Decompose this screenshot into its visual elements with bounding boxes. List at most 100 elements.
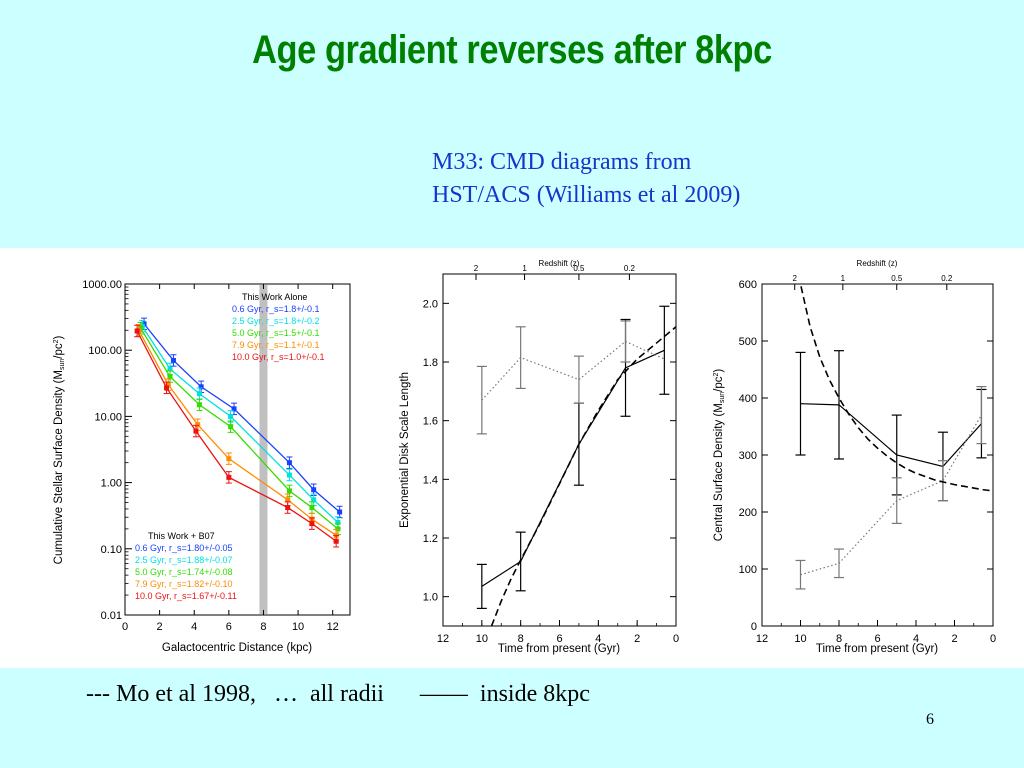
panel1-legend-title: This Work + B07 — [148, 531, 215, 541]
panel3-xtick-label: 0 — [990, 633, 996, 645]
panel2-top-tick-label: 2 — [474, 264, 479, 273]
panel3-ytick-label: 500 — [739, 336, 757, 348]
panel1-legend-entry: 10.0 Gyr, r_s=1.67+/-0.11 — [135, 591, 237, 601]
title-band — [0, 0, 1024, 248]
panel2-ylabel: Exponential Disk Scale Length — [399, 372, 411, 528]
panel1-ylabel: Cumulative Stellar Surface Density (Msun… — [53, 336, 66, 565]
panel2-top-tick-label: 1 — [522, 264, 527, 273]
panel1-ytick-label: 1000.00 — [82, 279, 122, 291]
panel3-ylabel: Central Surface Density (Msun/pc2) — [713, 369, 726, 542]
panel1-data-point — [286, 460, 292, 466]
panel1-data-point — [196, 391, 202, 397]
panel1-data-point — [193, 428, 199, 434]
panel1-ytick-label: 100.00 — [88, 345, 122, 357]
panel1-ytick-label: 10.00 — [94, 411, 122, 423]
panel1-frame — [124, 283, 351, 616]
panel3-ytick-label: 0 — [751, 621, 757, 633]
panel2-ytick-label: 1.2 — [423, 533, 438, 545]
panel1-data-point — [311, 487, 317, 493]
panel2-xtick-label: 12 — [437, 633, 449, 645]
panel-scale-length: 12 10 8 6 4 2 0 1.0 1.2 1.4 1.6 1.8 2.0 2 1 0.5 0.2 Reds… — [399, 259, 679, 655]
figure-panels: 0 2 4 6 8 10 121000.00100.0010.001.000.100.01 … — [53, 259, 996, 655]
panel1-data-point — [164, 385, 170, 391]
panel2-xtick-label: 2 — [634, 633, 640, 645]
panel1-data-point — [226, 456, 232, 462]
panel1-data-point — [228, 424, 234, 430]
panel1-data-point — [309, 521, 315, 527]
panel3-ytick-label: 200 — [739, 507, 757, 519]
panel1-legend-entry: 7.9 Gyr, r_s=1.82+/-0.10 — [135, 579, 233, 589]
panel3-xtick-label: 2 — [951, 633, 957, 645]
panel1-legend-entry: 2.5 Gyr, r_s=1.8+/-0.2 — [232, 316, 320, 326]
panel3-top-axis-label: Redshift (z) — [857, 259, 898, 268]
panel1-legend-entry: 7.9 Gyr, r_s=1.1+/-0.1 — [232, 340, 320, 350]
slide-caption: --- Mo et al 1998, … all radii —— inside… — [86, 681, 590, 707]
panel1-data-point — [170, 357, 176, 363]
panel3-top-tick-label: 2 — [792, 274, 797, 283]
panel-surface-density: 0 2 4 6 8 10 121000.00100.0010.001.000.100.01 … — [53, 279, 351, 654]
panel2-xtick-label: 0 — [673, 633, 679, 645]
panel2-xtick-label: 10 — [476, 633, 488, 645]
panel3-xtick-label: 8 — [836, 633, 842, 645]
panel2-ytick-label: 1.4 — [423, 474, 438, 486]
subtitle-line-1: M33: CMD diagrams from — [432, 149, 692, 175]
panel1-legend-entry: 2.5 Gyr, r_s=1.88+/-0.07 — [135, 555, 233, 565]
panel1-legend-entry: 0.6 Gyr, r_s=1.8+/-0.1 — [232, 304, 320, 314]
panel3-xlabel: Time from present (Gyr) — [816, 643, 938, 655]
panel1-data-point — [309, 505, 315, 511]
panel1-legend-entry: 10.0 Gyr, r_s=1.0+/-0.1 — [232, 352, 325, 362]
page-number: 6 — [926, 711, 934, 728]
panel1-data-point — [231, 406, 237, 412]
panel3-dashed-line — [799, 284, 993, 492]
panel2-xtick-label: 4 — [595, 633, 601, 645]
panel3-xtick-label: 4 — [913, 633, 919, 645]
panel2-ytick-label: 2.0 — [423, 298, 438, 310]
panel3-ytick-label: 300 — [739, 450, 757, 462]
panel1-xlabel: Galactocentric Distance (kpc) — [162, 642, 312, 654]
panel2-dashed-line — [490, 326, 676, 626]
panel3-top-tick-label: 1 — [841, 274, 846, 283]
panel1-data-point — [333, 538, 339, 544]
panel1-xtick-label: 8 — [260, 621, 266, 633]
panel1-data-point — [167, 374, 173, 380]
panel1-ytick-label: 1.00 — [101, 478, 122, 490]
panel1-data-point — [134, 328, 140, 334]
panel2-xtick-label: 6 — [556, 633, 562, 645]
panel1-legend-entry: 5.0 Gyr, r_s=1.5+/-0.1 — [232, 328, 320, 338]
panel1-data-point — [335, 519, 341, 525]
panel1-legend-entry: 5.0 Gyr, r_s=1.74+/-0.08 — [135, 567, 233, 577]
panel2-top-tick-label: 0.5 — [573, 264, 585, 273]
panel1-legend-entry: 0.6 Gyr, r_s=1.80+/-0.05 — [135, 543, 233, 553]
panel1-xtick-label: 6 — [226, 621, 232, 633]
slide-title: Age gradient reverses after 8kpc — [252, 28, 772, 72]
panel1-data-point — [195, 422, 201, 428]
panel2-ytick-label: 1.6 — [423, 416, 438, 428]
panel1-data-point — [286, 472, 292, 478]
panel1-data-point — [167, 366, 173, 372]
panel1-data-point — [311, 497, 317, 503]
panel1-xtick-label: 0 — [122, 621, 128, 633]
panel2-ytick-label: 1.0 — [423, 592, 438, 604]
panel1-data-point — [285, 497, 291, 503]
panel3-ytick-label: 400 — [739, 393, 757, 405]
panel1-legend-title: This Work Alone — [242, 292, 307, 302]
panel1-xtick-label: 4 — [191, 621, 197, 633]
panel1-data-point — [196, 402, 202, 408]
panel1-xtick-label: 12 — [327, 621, 339, 633]
panel1-data-point — [286, 488, 292, 494]
panel2-xtick-label: 8 — [518, 633, 524, 645]
caption-band — [0, 668, 1024, 768]
panel3-ytick-label: 600 — [739, 279, 757, 291]
panel3-xtick-label: 12 — [756, 633, 768, 645]
panel2-frame — [442, 273, 677, 627]
panel2-xlabel: Time from present (Gyr) — [498, 643, 620, 655]
panel1-data-point — [228, 413, 234, 419]
panel2-top-axis-label: Redshift (z) — [539, 259, 580, 268]
panel3-ytick-label: 100 — [739, 564, 757, 576]
panel2-top-tick-label: 0.2 — [624, 264, 636, 273]
panel3-top-tick-label: 0.5 — [891, 274, 903, 283]
panel2-ytick-label: 1.8 — [423, 357, 438, 369]
panel1-data-point — [226, 474, 232, 480]
panel1-data-point — [337, 509, 343, 515]
